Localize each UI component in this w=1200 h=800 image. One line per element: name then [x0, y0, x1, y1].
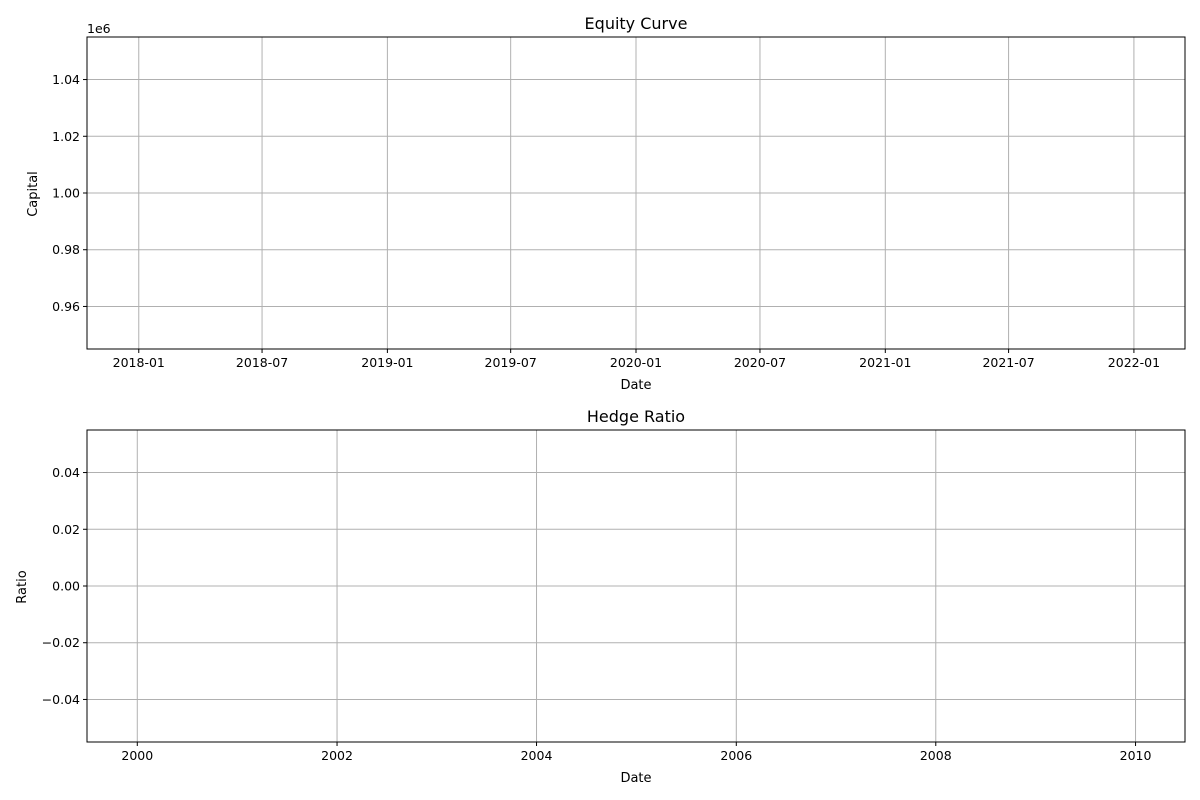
equity-curve-grid [87, 37, 1185, 349]
hedge-ratio-x-tick-label: 2008 [920, 748, 952, 763]
equity-curve-x-tick-label: 2020-07 [734, 355, 786, 370]
hedge-ratio-x-tick-label: 2000 [121, 748, 153, 763]
hedge-ratio-chart: 2000 2002 2004 2006 2008 2010 −0.04 −0.02 0.00 0.… [15, 407, 1186, 786]
equity-curve-x-tick-label: 2019-07 [485, 355, 537, 370]
hedge-ratio-y-tick-label: 0.02 [52, 522, 80, 537]
equity-curve-x-tick-label: 2022-01 [1108, 355, 1160, 370]
equity-curve-y-tick-label: 1.00 [52, 186, 80, 201]
equity-curve-x-tick-label: 2021-01 [859, 355, 911, 370]
equity-curve-title: Equity Curve [585, 14, 688, 33]
hedge-ratio-y-tick-label: 0.04 [52, 465, 80, 480]
hedge-ratio-title: Hedge Ratio [587, 407, 685, 426]
equity-curve-y-offset-label: 1e6 [87, 21, 111, 36]
hedge-ratio-x-axis-label: Date [620, 771, 651, 786]
hedge-ratio-y-tick-label: 0.00 [52, 579, 80, 594]
equity-curve-y-tick-label: 0.96 [52, 299, 80, 314]
hedge-ratio-y-tick-label: −0.02 [42, 635, 80, 650]
equity-curve-y-tick-label: 1.02 [52, 129, 80, 144]
equity-curve-x-tick-label: 2021-07 [982, 355, 1034, 370]
hedge-ratio-x-tick-label: 2006 [720, 748, 752, 763]
hedge-ratio-x-tick-label: 2010 [1120, 748, 1152, 763]
equity-curve-ticks: 2018-01 2018-07 2019-01 2019-07 2020-01 2020-… [52, 72, 1160, 370]
hedge-ratio-ticks: 2000 2002 2004 2006 2008 2010 −0.04 −0.02 0.00 0.… [42, 465, 1152, 763]
hedge-ratio-x-tick-label: 2004 [521, 748, 553, 763]
equity-curve-x-tick-label: 2018-01 [113, 355, 165, 370]
equity-curve-x-tick-label: 2020-01 [610, 355, 662, 370]
hedge-ratio-grid [87, 430, 1185, 742]
equity-curve-chart: 2018-01 2018-07 2019-01 2019-07 2020-01 2020-… [26, 14, 1186, 393]
hedge-ratio-y-axis-label: Ratio [15, 570, 30, 603]
equity-curve-y-axis-label: Capital [26, 171, 41, 217]
hedge-ratio-x-tick-label: 2002 [321, 748, 353, 763]
equity-curve-y-tick-label: 0.98 [52, 242, 80, 257]
equity-curve-y-tick-label: 1.04 [52, 72, 80, 87]
equity-curve-x-axis-label: Date [620, 378, 651, 393]
equity-curve-x-tick-label: 2019-01 [361, 355, 413, 370]
hedge-ratio-y-tick-label: −0.04 [42, 692, 80, 707]
equity-curve-x-tick-label: 2018-07 [236, 355, 288, 370]
